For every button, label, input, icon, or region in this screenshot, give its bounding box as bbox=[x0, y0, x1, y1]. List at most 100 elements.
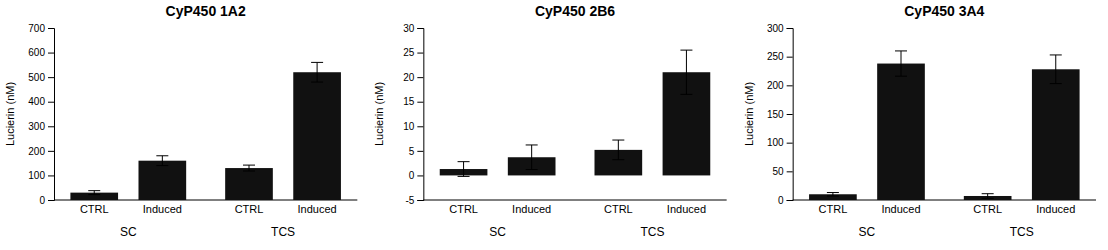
x-tick: CTRL bbox=[80, 203, 109, 215]
y-tick-mark bbox=[787, 200, 793, 201]
y-axis-line bbox=[417, 29, 424, 201]
x-axis: CTRL Induced bbox=[973, 203, 1075, 215]
figure: 0100200300400500600700CTRLInducedCTRLInd… bbox=[0, 0, 1108, 250]
x-tick-label: Induced bbox=[1036, 203, 1075, 215]
y-tick-label: 0 bbox=[409, 170, 415, 181]
panel: 0 50 100 150 200 250 300 CTRL Induced CTRL Induced… bbox=[743, 3, 1096, 239]
x-tick: CTRL bbox=[235, 203, 264, 215]
y-tick: 25 bbox=[403, 47, 423, 58]
y-tick: 0 bbox=[39, 195, 54, 206]
error-bar-cap bbox=[680, 50, 692, 51]
x-tick: Induced bbox=[1036, 203, 1075, 215]
y-tick: 100 bbox=[28, 170, 54, 181]
y-axis-title: Lucierin (nM) bbox=[4, 82, 16, 146]
y-axis-line bbox=[787, 29, 794, 201]
y-tick: 200 bbox=[767, 80, 793, 91]
plot-area bbox=[440, 50, 711, 176]
y-tick-label: 100 bbox=[767, 137, 784, 148]
x-tick: Induced bbox=[667, 203, 706, 215]
y-axis-title: Lucierin (nM) bbox=[373, 82, 385, 146]
bar bbox=[1032, 69, 1080, 200]
plot-area bbox=[70, 62, 341, 200]
error-bar-cap bbox=[156, 155, 168, 156]
y-tick-label: 150 bbox=[767, 109, 784, 120]
error-bar-cap bbox=[827, 192, 839, 193]
group-label: TCS bbox=[640, 225, 664, 239]
plot-area bbox=[809, 51, 1080, 200]
y-tick-mark bbox=[417, 175, 423, 176]
x-tick-label: CTRL bbox=[235, 203, 264, 215]
y-tick: 0 bbox=[778, 195, 793, 206]
group-label: TCS bbox=[1010, 225, 1034, 239]
y-tick-mark bbox=[48, 77, 54, 78]
y-tick-mark bbox=[417, 151, 423, 152]
error-bar-cap bbox=[982, 193, 994, 194]
y-tick-label: 0 bbox=[778, 195, 784, 206]
x-tick: Induced bbox=[298, 203, 337, 215]
error-bar-stem bbox=[249, 165, 250, 171]
error-bar-cap bbox=[982, 198, 994, 199]
error-bar-cap bbox=[1050, 54, 1062, 55]
y-axis-line bbox=[48, 29, 55, 201]
error-bar-stem bbox=[618, 140, 619, 160]
error-bar-cap bbox=[680, 94, 692, 95]
error-bar-stem bbox=[832, 193, 833, 196]
x-tick-label: Induced bbox=[512, 203, 551, 215]
y-tick-mark bbox=[48, 102, 54, 103]
error-bar-cap bbox=[612, 159, 624, 160]
error-bar-stem bbox=[901, 51, 902, 76]
x-tick-label: Induced bbox=[143, 203, 182, 215]
y-tick-mark bbox=[787, 114, 793, 115]
y-tick: 250 bbox=[767, 51, 793, 62]
error-bar bbox=[612, 140, 624, 160]
x-tick: Induced bbox=[881, 203, 920, 215]
y-axis: -5051015202530 bbox=[403, 23, 424, 206]
y-tick: 100 bbox=[767, 137, 793, 148]
title: CyP450 1A2 bbox=[166, 3, 246, 19]
x-tick-label: CTRL bbox=[80, 203, 109, 215]
y-tick: 5 bbox=[409, 146, 424, 157]
x-tick-label: Induced bbox=[881, 203, 920, 215]
x-axis: CTRL Induced bbox=[80, 203, 182, 215]
y-tick: 15 bbox=[403, 96, 423, 107]
y-tick-label: 400 bbox=[28, 96, 45, 107]
y-tick-mark bbox=[417, 126, 423, 127]
y-tick-mark bbox=[48, 28, 54, 29]
x-tick: CTRL bbox=[973, 203, 1002, 215]
y-axis: 0 50 100 150 200 250 300 bbox=[767, 23, 793, 206]
x-tick: CTRL bbox=[819, 203, 848, 215]
y-tick-mark bbox=[417, 77, 423, 78]
bar bbox=[877, 64, 925, 200]
error-bar bbox=[458, 162, 470, 177]
error-bar bbox=[1050, 55, 1062, 84]
group-label: SC bbox=[489, 225, 506, 239]
error-bar-cap bbox=[88, 194, 100, 195]
y-tick-mark bbox=[417, 28, 423, 29]
x-tick: CTRL bbox=[449, 203, 478, 215]
error-bar bbox=[156, 156, 168, 166]
y-tick-label: 500 bbox=[28, 72, 45, 83]
y-tick: 0 bbox=[409, 170, 424, 181]
y-tick: -5 bbox=[405, 195, 423, 206]
y-tick-mark bbox=[787, 143, 793, 144]
y-tick-label: 5 bbox=[409, 146, 415, 157]
x-tick-label: CTRL bbox=[973, 203, 1002, 215]
error-bar-cap bbox=[243, 165, 255, 166]
x-tick-label: CTRL bbox=[604, 203, 633, 215]
error-bar-cap bbox=[526, 144, 538, 145]
error-bar-cap bbox=[156, 165, 168, 166]
y-tick-label: 15 bbox=[403, 96, 415, 107]
y-tick: 700 bbox=[28, 23, 54, 34]
error-bar bbox=[311, 62, 323, 82]
bar bbox=[293, 72, 341, 200]
error-bar bbox=[88, 191, 100, 195]
y-tick-mark bbox=[417, 102, 423, 103]
y-tick: 300 bbox=[767, 23, 793, 34]
error-bar-cap bbox=[895, 50, 907, 51]
error-bar-stem bbox=[463, 162, 464, 177]
y-tick-label: 300 bbox=[767, 23, 784, 34]
error-bar-cap bbox=[612, 140, 624, 141]
y-tick-mark bbox=[417, 200, 423, 201]
error-bar bbox=[827, 193, 839, 196]
y-tick: 50 bbox=[773, 166, 793, 177]
